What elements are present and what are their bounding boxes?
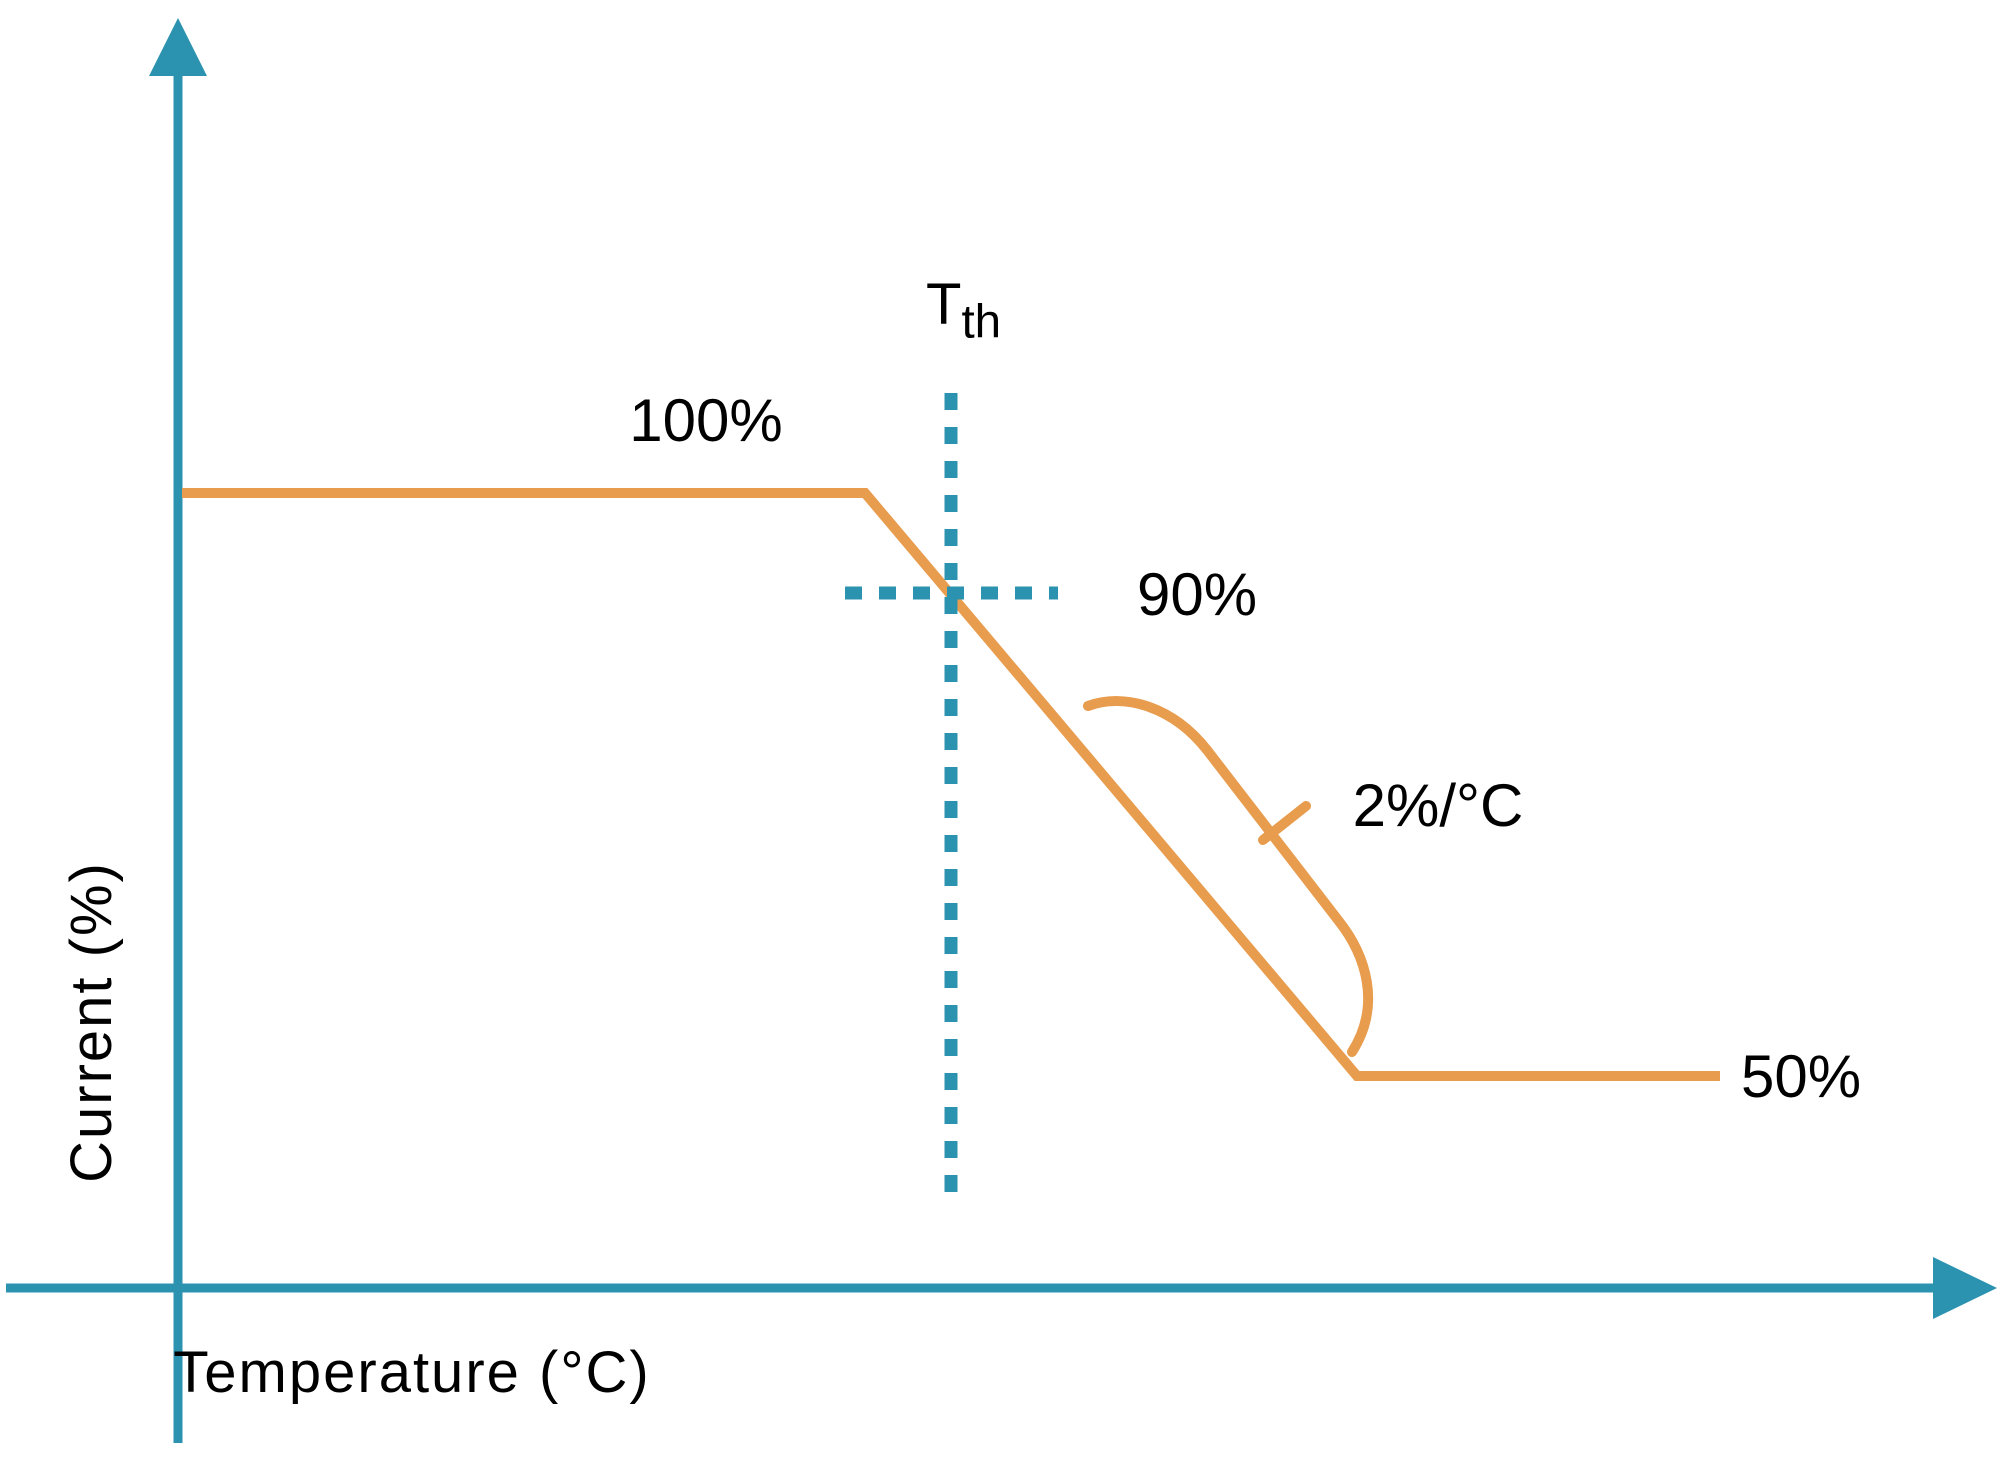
x-axis-label: Temperature (°C) [173, 1340, 651, 1405]
derating-slope-label: 2%/°C [1352, 772, 1524, 839]
slope-brace-tick [1258, 801, 1311, 845]
threshold-current-label: 90% [1136, 561, 1258, 628]
x-axis-arrowhead-icon [1933, 1257, 1997, 1319]
threshold-temp-symbol: T [926, 272, 962, 337]
full-power-label: 100% [629, 387, 783, 454]
derating-curve [182, 488, 1720, 1081]
threshold-temp-label: Tth [926, 276, 1001, 346]
threshold-temp-subscript: th [961, 295, 1002, 349]
slope-brace [1083, 696, 1374, 1057]
floor-current-label: 50% [1740, 1043, 1862, 1110]
y-axis-label: Current (%) [59, 861, 124, 1183]
y-axis-arrowhead-icon [149, 18, 207, 76]
